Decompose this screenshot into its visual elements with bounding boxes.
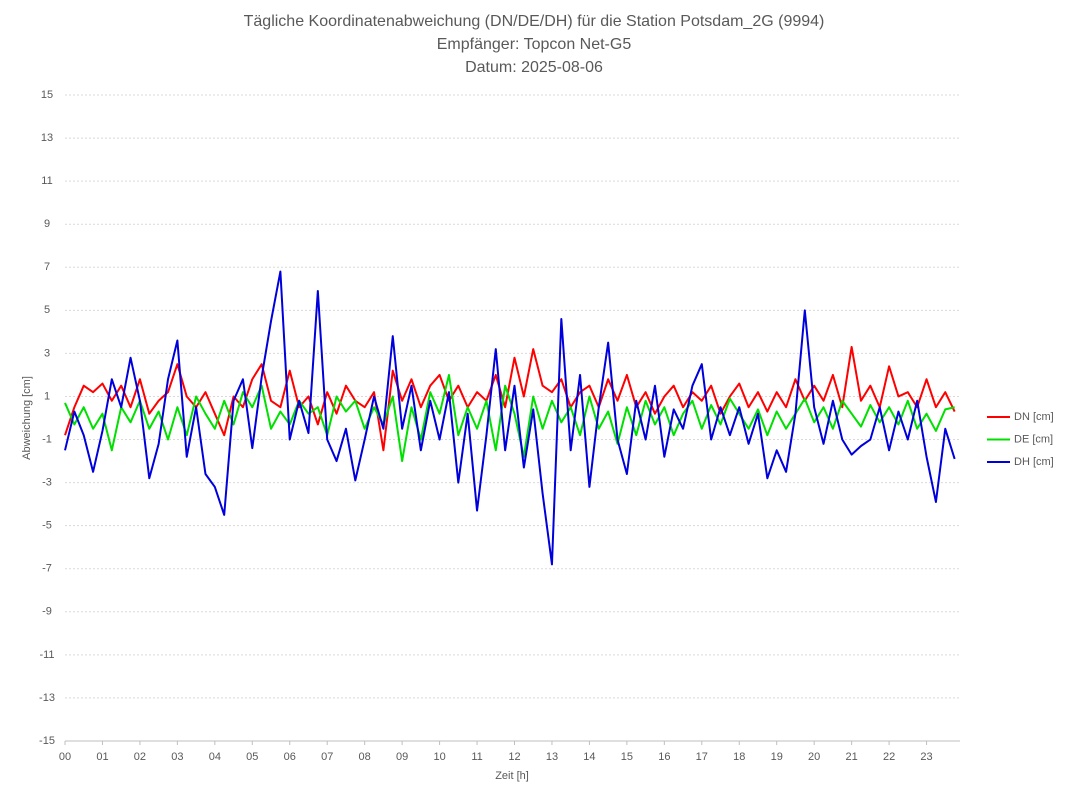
x-tick-label: 20 [808,751,820,763]
legend-label: DE [cm] [1014,433,1053,445]
x-tick-label: 01 [96,751,108,763]
series-line [64,373,955,463]
y-tick-label: -1 [42,433,52,445]
chart-date: Datum: 2025-08-06 [465,59,603,76]
x-tick-label: 23 [920,751,932,763]
legend-label: DN [cm] [1014,411,1054,423]
y-tick-label: 9 [44,218,50,230]
y-tick-label: 7 [44,261,50,273]
y-tick-label: -5 [42,520,52,532]
x-tick-label: 02 [134,751,146,763]
x-tick-label: 08 [359,751,371,763]
y-tick-label: 3 [44,347,50,359]
x-tick-label: 16 [658,751,670,763]
y-axis-title: Abweichung [cm] [21,376,33,460]
series-line [64,345,956,452]
y-tick-label: -15 [39,735,55,747]
x-tick-label: 14 [583,751,595,763]
x-tick-label: 03 [171,751,183,763]
x-tick-label: 04 [209,751,221,763]
y-tick-label: 15 [41,89,53,101]
x-tick-label: 22 [883,751,895,763]
y-tick-label: -11 [39,649,54,661]
x-tick-label: 17 [696,751,708,763]
x-tick-label: 11 [471,751,482,763]
legend-label: DH [cm] [1014,456,1054,468]
x-axis-title: Zeit [h] [495,770,529,782]
x-tick-label: 19 [771,751,783,763]
y-tick-label: -7 [42,563,52,575]
y-tick-label: -13 [39,692,55,704]
y-tick-label: -9 [42,606,52,618]
x-tick-label: 06 [284,751,296,763]
y-tick-label: 11 [41,175,52,187]
x-tick-label: 21 [846,751,858,763]
x-tick-label: 00 [59,751,71,763]
y-tick-label: 13 [41,132,53,144]
x-tick-label: 18 [733,751,745,763]
x-tick-label: 15 [621,751,633,763]
x-tick-label: 05 [246,751,258,763]
x-tick-label: 13 [546,751,558,763]
y-tick-label: 1 [44,390,50,402]
x-tick-label: 10 [433,751,445,763]
y-tick-label: -3 [42,477,52,489]
series-line [64,270,956,566]
x-tick-label: 07 [321,751,333,763]
x-tick-label: 12 [508,751,520,763]
y-tick-label: 5 [44,304,50,316]
x-tick-label: 09 [396,751,408,763]
chart-subtitle: Empfänger: Topcon Net-G5 [437,36,632,53]
chart-title: Tägliche Koordinatenabweichung (DN/DE/DH… [244,13,825,30]
